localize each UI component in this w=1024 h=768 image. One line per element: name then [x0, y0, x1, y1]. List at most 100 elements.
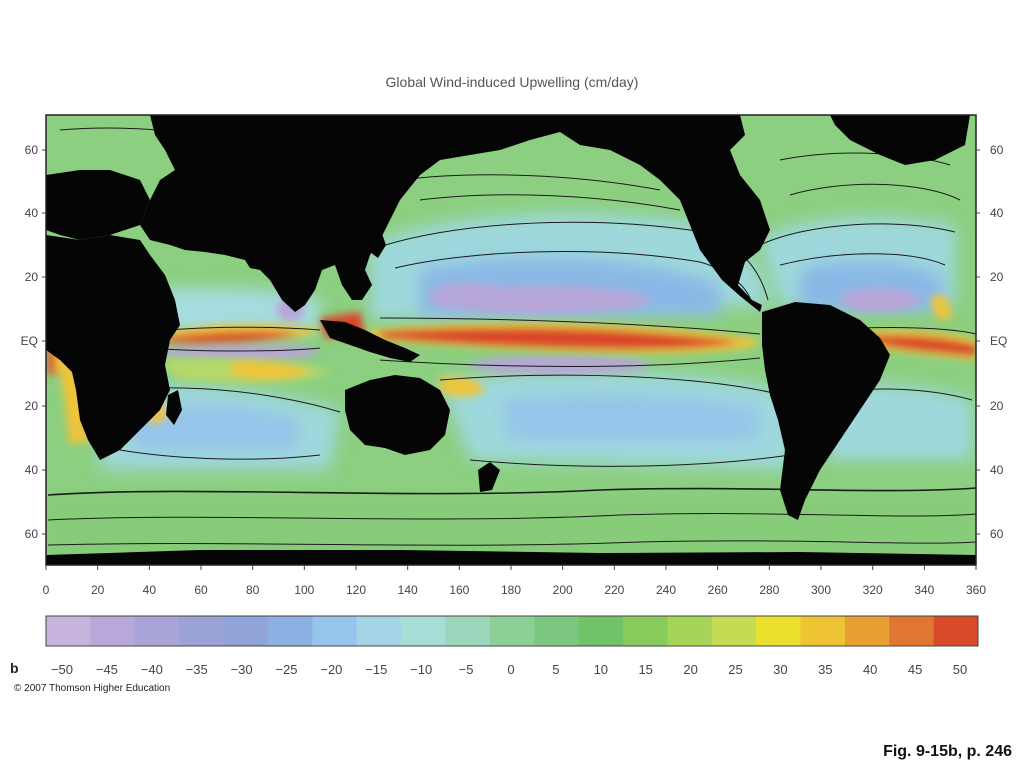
colorbar-label: −10 — [410, 662, 432, 677]
y-tick-label-left: EQ — [21, 334, 38, 348]
x-tick-label: 180 — [501, 583, 521, 597]
colorbar-label: −5 — [459, 662, 474, 677]
x-tick-label: 80 — [246, 583, 260, 597]
colorbar-swatch — [844, 616, 890, 646]
x-tick-label: 220 — [604, 583, 624, 597]
x-tick-label: 60 — [194, 583, 208, 597]
colorbar-swatch — [223, 616, 269, 646]
y-tick-label-right: 60 — [990, 143, 1004, 157]
colorbar: −50 −45 −40 −35 −30 −25 −20 −15 −10 −5 0 5 10 15 20 25 3… — [45, 615, 979, 677]
y-tick-label-right: EQ — [990, 334, 1007, 348]
colorbar-label: 20 — [683, 662, 697, 677]
colorbar-label: 35 — [818, 662, 832, 677]
madagascar — [166, 390, 182, 425]
colorbar-swatch — [312, 616, 358, 646]
x-tick-label: 200 — [553, 583, 573, 597]
copyright-notice: © 2007 Thomson Higher Education — [14, 683, 171, 694]
x-tick-label: 280 — [759, 583, 779, 597]
europe-asia — [140, 115, 560, 312]
colorbar-label: 15 — [638, 662, 652, 677]
colorbar-swatch — [622, 616, 668, 646]
colorbar-label: 0 — [507, 662, 514, 677]
y-axis-right: 60 40 20 EQ 20 40 60 — [976, 143, 1007, 541]
x-axis: 0 20 40 60 80 100 120 140 160 180 200 220 240 260 280 3… — [43, 565, 986, 597]
land-masses — [46, 115, 976, 565]
x-tick-label: 0 — [43, 583, 50, 597]
colorbar-swatch — [356, 616, 402, 646]
colorbar-swatch — [267, 616, 313, 646]
x-tick-label: 360 — [966, 583, 986, 597]
colorbar-label: −30 — [231, 662, 253, 677]
colorbar-swatch — [489, 616, 535, 646]
colorbar-label: −50 — [51, 662, 73, 677]
colorbar-swatch — [401, 616, 446, 646]
x-tick-label: 120 — [346, 583, 366, 597]
colorbar-label: 25 — [728, 662, 742, 677]
colorbar-swatch — [134, 616, 180, 646]
y-tick-label-left: 20 — [25, 270, 39, 284]
colorbar-label: −25 — [275, 662, 297, 677]
colorbar-label: 45 — [908, 662, 922, 677]
colorbar-label: 10 — [594, 662, 608, 677]
colorbar-swatch — [445, 616, 491, 646]
y-tick-label-left: 60 — [25, 527, 39, 541]
y-tick-label-left: 40 — [25, 463, 39, 477]
north-america — [555, 115, 770, 312]
colorbar-swatch — [711, 616, 757, 646]
x-tick-label: 20 — [91, 583, 105, 597]
map-field — [46, 115, 976, 565]
colorbar-swatch — [889, 616, 935, 646]
colorbar-frame — [45, 615, 979, 647]
western-europe — [46, 170, 150, 240]
colorbar-label: 40 — [863, 662, 877, 677]
y-tick-label-right: 20 — [990, 399, 1004, 413]
x-tick-label: 160 — [449, 583, 469, 597]
colorbar-label: −35 — [186, 662, 208, 677]
x-tick-label: 100 — [294, 583, 314, 597]
upwelling-map: 60 40 20 EQ 20 40 60 60 40 20 EQ 20 40 60 0 20 40 60 80 1… — [21, 114, 1007, 597]
colorbar-label: 5 — [552, 662, 559, 677]
x-tick-label: 260 — [708, 583, 728, 597]
colorbar-swatch — [534, 616, 580, 646]
south-america — [762, 302, 890, 520]
panel-letter: b — [10, 660, 19, 676]
antarctica — [46, 550, 976, 565]
colorbar-label: −15 — [365, 662, 387, 677]
colorbar-labels: −50 −45 −40 −35 −30 −25 −20 −15 −10 −5 0 5 10 15 20 25 3… — [51, 662, 967, 677]
colorbar-swatch — [578, 616, 624, 646]
y-axis-left: 60 40 20 EQ 20 40 60 — [21, 143, 46, 541]
indonesia — [320, 320, 420, 362]
y-tick-label-left: 60 — [25, 143, 39, 157]
y-tick-label-right: 40 — [990, 206, 1004, 220]
y-tick-label-right: 20 — [990, 270, 1004, 284]
colorbar-swatch — [667, 616, 713, 646]
colorbar-label: 50 — [953, 662, 967, 677]
japan — [370, 228, 386, 258]
australia — [345, 375, 450, 455]
colorbar-swatch — [756, 616, 801, 646]
x-tick-label: 320 — [863, 583, 883, 597]
figure-reference: Fig. 9-15b, p. 246 — [883, 743, 1012, 760]
colorbar-swatch — [90, 616, 136, 646]
africa — [46, 235, 180, 460]
y-tick-label-right: 40 — [990, 463, 1004, 477]
y-tick-label-left: 40 — [25, 206, 39, 220]
colorbar-swatch — [179, 616, 225, 646]
y-tick-label-right: 60 — [990, 527, 1004, 541]
greenland — [830, 115, 970, 165]
colorbar-label: −45 — [96, 662, 118, 677]
x-tick-label: 40 — [143, 583, 157, 597]
chart-title: Global Wind-induced Upwelling (cm/day) — [385, 74, 639, 90]
colorbar-swatch — [46, 616, 91, 646]
colorbar-label: −40 — [141, 662, 163, 677]
colorbar-label: 30 — [773, 662, 787, 677]
x-tick-label: 240 — [656, 583, 676, 597]
colorbar-swatches — [46, 616, 979, 646]
x-tick-label: 340 — [914, 583, 934, 597]
colorbar-swatch — [800, 616, 846, 646]
y-tick-label-left: 20 — [25, 399, 39, 413]
colorbar-swatch — [933, 616, 979, 646]
new-zealand — [478, 462, 500, 492]
x-tick-label: 140 — [398, 583, 418, 597]
equatorial-upwelling — [47, 295, 976, 445]
